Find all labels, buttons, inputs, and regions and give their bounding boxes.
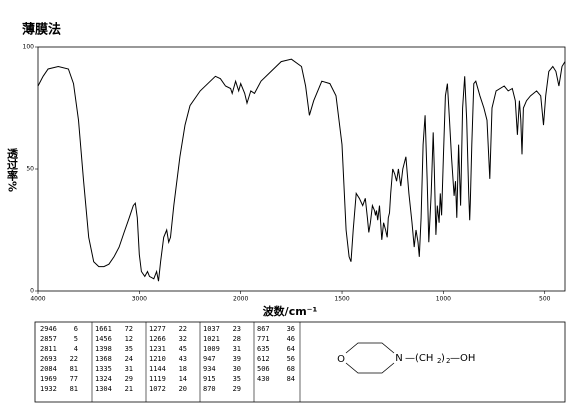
peak-wavenumber: 2084 <box>40 365 57 373</box>
y-tick-label: 50 <box>26 166 34 173</box>
peak-wavenumber: 1932 <box>40 385 57 393</box>
peak-wavenumber: 2693 <box>40 355 57 363</box>
ring-oxygen: O <box>337 354 345 365</box>
peak-wavenumber: 1456 <box>95 335 112 343</box>
spectrum-line <box>37 58 566 282</box>
peak-wavenumber: 1324 <box>95 375 112 383</box>
x-tick-label: 3000 <box>132 296 147 303</box>
peak-wavenumber: 635 <box>257 345 270 353</box>
peak-transmittance: 29 <box>125 375 133 383</box>
y-tick-label: 100 <box>23 44 35 51</box>
peak-wavenumber: 2857 <box>40 335 57 343</box>
peak-transmittance: 35 <box>233 375 241 383</box>
peak-transmittance: 22 <box>70 355 78 363</box>
peak-transmittance: 46 <box>287 335 295 343</box>
peak-transmittance: 68 <box>287 365 295 373</box>
peak-transmittance: 43 <box>179 355 187 363</box>
peak-transmittance: 31 <box>125 365 133 373</box>
peak-transmittance: 30 <box>233 365 241 373</box>
peak-wavenumber: 1277 <box>149 325 166 333</box>
peak-transmittance: 28 <box>233 335 241 343</box>
chain-part: ) <box>441 353 445 364</box>
chain-part: 2 <box>437 357 441 365</box>
peak-transmittance: 77 <box>70 375 78 383</box>
x-tick-label: 1500 <box>334 296 349 303</box>
morpholine-ring <box>345 342 395 374</box>
peak-transmittance: 39 <box>233 355 241 363</box>
peak-wavenumber: 506 <box>257 365 270 373</box>
peak-transmittance: 84 <box>287 375 295 383</box>
chain-part: —OH <box>450 353 475 364</box>
peak-transmittance: 5 <box>74 335 78 343</box>
peak-transmittance: 72 <box>125 325 133 333</box>
peak-wavenumber: 771 <box>257 335 270 343</box>
peak-transmittance: 14 <box>179 375 187 383</box>
peak-transmittance: 18 <box>179 365 187 373</box>
peak-transmittance: 45 <box>179 345 187 353</box>
peak-transmittance: 81 <box>70 365 78 373</box>
peak-transmittance: 20 <box>179 385 187 393</box>
peak-wavenumber: 1304 <box>95 385 112 393</box>
peak-wavenumber: 1266 <box>149 335 166 343</box>
ring-nitrogen: N <box>395 353 402 364</box>
x-tick-label: 4000 <box>30 296 45 303</box>
peak-transmittance: 64 <box>287 345 295 353</box>
x-tick-label: 1000 <box>436 296 451 303</box>
peak-wavenumber: 915 <box>203 375 216 383</box>
peak-wavenumber: 1210 <box>149 355 166 363</box>
peak-wavenumber: 1368 <box>95 355 112 363</box>
peak-wavenumber: 1661 <box>95 325 112 333</box>
peak-wavenumber: 1398 <box>95 345 112 353</box>
side-chain: —(CH 2) 2 —OH <box>405 353 475 365</box>
peak-wavenumber: 870 <box>203 385 216 393</box>
peak-transmittance: 36 <box>287 325 295 333</box>
peak-wavenumber: 1969 <box>40 375 57 383</box>
x-tick-label: 2000 <box>233 296 248 303</box>
peak-transmittance: 35 <box>125 345 133 353</box>
peak-transmittance: 6 <box>74 325 78 333</box>
peak-wavenumber: 1144 <box>149 365 166 373</box>
chart-title: 薄膜法 <box>22 22 61 38</box>
chain-part: —(CH <box>405 353 433 364</box>
peak-wavenumber: 947 <box>203 355 216 363</box>
peak-transmittance: 22 <box>179 325 187 333</box>
peak-transmittance: 4 <box>74 345 78 353</box>
peak-wavenumber: 1037 <box>203 325 220 333</box>
peak-wavenumber: 1119 <box>149 375 166 383</box>
y-tick-label: 0 <box>30 288 34 295</box>
peak-transmittance: 24 <box>125 355 133 363</box>
peak-transmittance: 21 <box>125 385 133 393</box>
plot-frame <box>37 46 566 292</box>
peak-wavenumber: 1021 <box>203 335 220 343</box>
y-axis-label: 透过率% <box>6 148 19 192</box>
peak-transmittance: 23 <box>233 325 241 333</box>
peak-wavenumber: 1335 <box>95 365 112 373</box>
peak-transmittance: 81 <box>70 385 78 393</box>
peak-wavenumber: 1072 <box>149 385 166 393</box>
peak-transmittance: 56 <box>287 355 295 363</box>
table-dividers <box>91 322 301 402</box>
peak-transmittance: 29 <box>233 385 241 393</box>
x-tick-label: 500 <box>539 296 551 303</box>
peak-wavenumber: 867 <box>257 325 270 333</box>
peak-transmittance: 31 <box>233 345 241 353</box>
peak-wavenumber: 1009 <box>203 345 220 353</box>
peak-wavenumber: 1231 <box>149 345 166 353</box>
peak-wavenumber: 934 <box>203 365 216 373</box>
peak-transmittance: 32 <box>179 335 187 343</box>
chain-part: 2 <box>446 357 450 365</box>
peak-wavenumber: 430 <box>257 375 270 383</box>
peak-wavenumber: 612 <box>257 355 270 363</box>
peak-transmittance: 12 <box>125 335 133 343</box>
peak-wavenumber: 2811 <box>40 345 57 353</box>
x-axis-label: 波数/cm⁻¹ <box>263 304 318 318</box>
peak-wavenumber: 2946 <box>40 325 57 333</box>
